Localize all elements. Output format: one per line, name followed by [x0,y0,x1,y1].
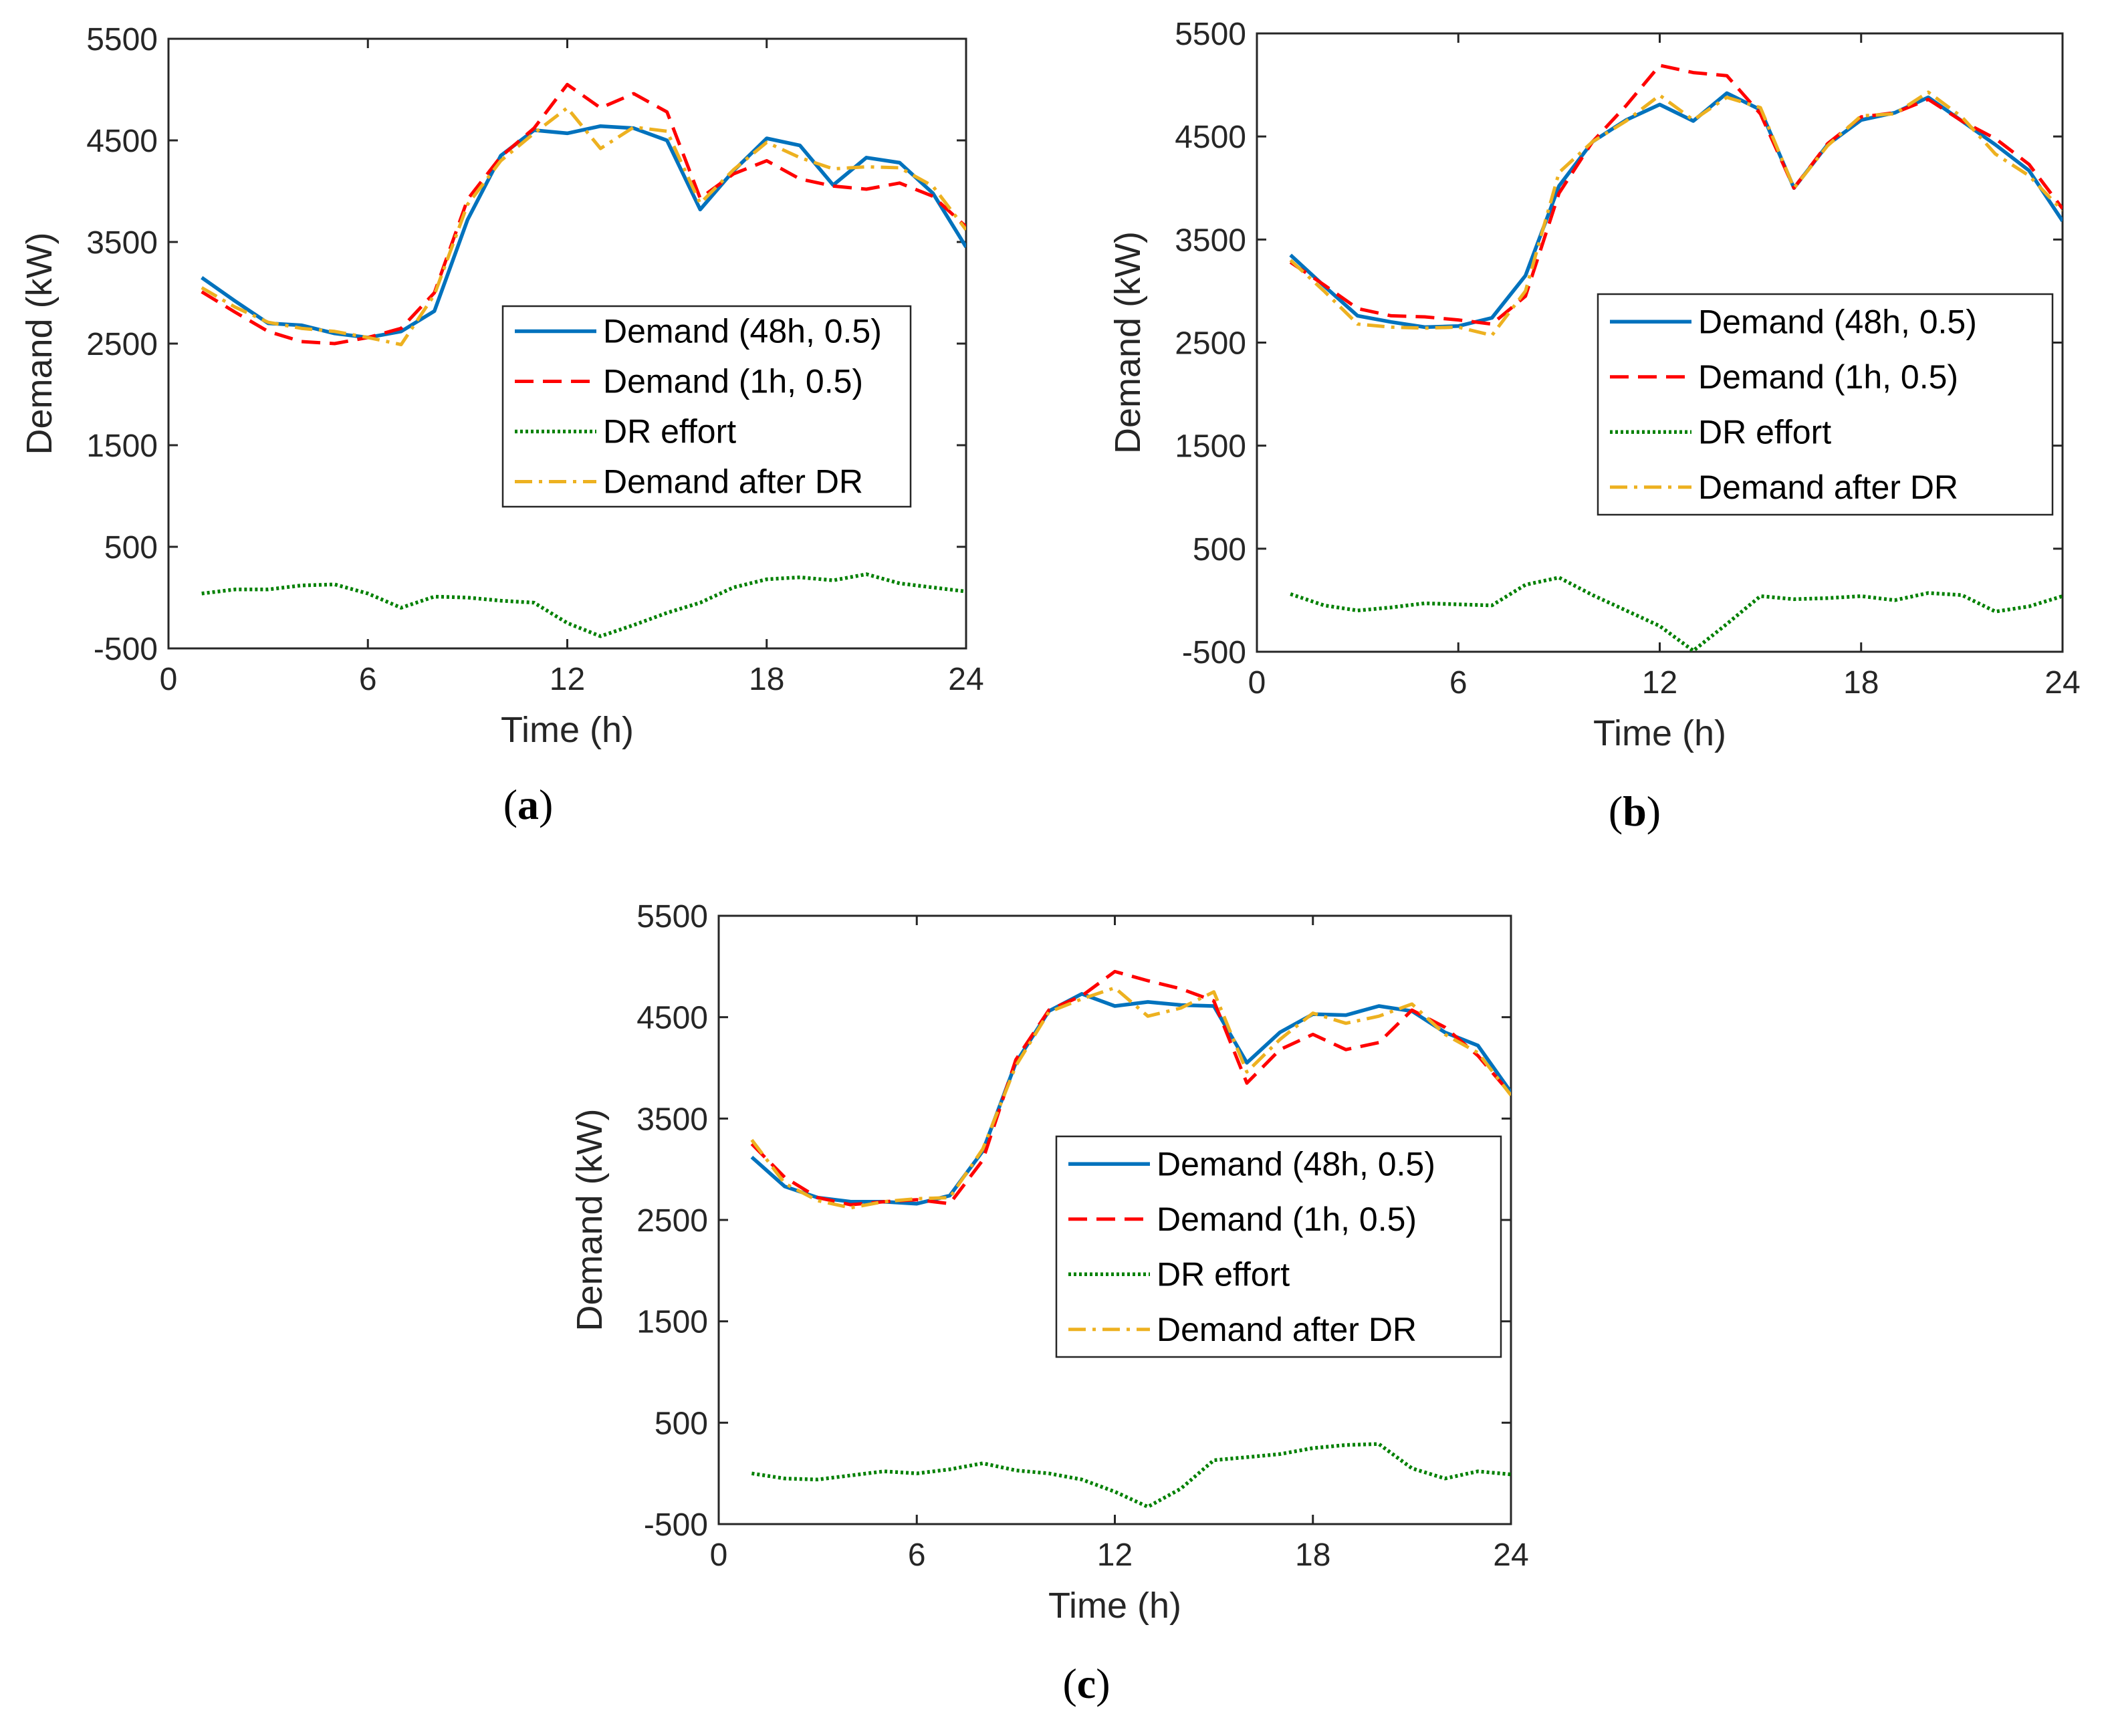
x-tick-label: 12 [1642,665,1677,701]
legend-label: Demand (1h, 0.5) [1157,1201,1417,1238]
x-tick-label: 12 [1097,1537,1133,1573]
legend-box [501,305,912,508]
x-tick-label: 18 [1843,665,1879,701]
chart-panel-a: 0 6 12 18 24 -500 500 1500 2500 3500 4500 5500 Time … [19,22,984,828]
y-axis-label: Demand (kW) [19,232,60,455]
panel-label: (c) [1062,1660,1110,1707]
legend: Demand (48h, 0.5) Demand (1h, 0.5) DR effo… [501,305,912,508]
series-line-demand-1h-0-5 [201,82,966,346]
series-line-demand-after-dr [750,986,1511,1210]
x-tick-label: 12 [550,662,585,697]
y-axis-label: Demand (kW) [1108,231,1148,454]
y-tick-label: 4500 [86,124,158,159]
legend: Demand (48h, 0.5) Demand (1h, 0.5) DR effo… [1597,293,2054,516]
y-tick-label: -500 [94,632,158,667]
chart-panel-c: 0 6 12 18 24 -500 500 1500 2500 3500 4500 5500 Time … [570,899,1529,1707]
legend-label: DR effort [1157,1255,1290,1293]
y-tick-label: 5500 [1175,17,1246,52]
x-tick-label: 0 [710,1537,728,1573]
x-tick-label: 6 [908,1537,926,1573]
y-tick-label: 3500 [1175,223,1246,258]
series-line-demand-after-dr [201,106,966,346]
legend-box [1055,1135,1502,1358]
legend-label: Demand (48h, 0.5) [1157,1145,1435,1183]
y-tick-label: -500 [1182,635,1246,670]
legend-box [1597,293,2054,516]
chart-panel-b: 0 6 12 18 24 -500 500 1500 2500 3500 4500 5500 Time … [1108,17,2081,835]
x-tick-label: 18 [749,662,784,697]
x-axis-label: Time (h) [1593,713,1726,753]
y-tick-label: 500 [1193,532,1246,568]
panel-label: (a) [503,781,554,828]
y-tick-label: 3500 [86,225,158,261]
x-tick-label: 18 [1295,1537,1330,1573]
x-tick-label: 6 [359,662,377,697]
x-tick-label: 24 [948,662,983,697]
panel-label: (b) [1609,787,1661,835]
y-tick-label: 2500 [1175,326,1246,362]
y-tick-label: 1500 [1175,429,1246,465]
y-tick-label: 2500 [636,1203,708,1239]
x-tick-label: 6 [1449,665,1468,701]
y-tick-label: 4500 [1175,120,1246,155]
legend-label: Demand after DR [1157,1311,1417,1348]
x-tick-label: 0 [1248,665,1266,701]
legend-label: Demand (1h, 0.5) [1698,358,1958,396]
legend-label: Demand after DR [1698,469,1958,506]
legend-label: Demand after DR [603,463,863,501]
series-line-dr-effort [751,1442,1511,1509]
y-tick-label: 1500 [86,428,158,464]
series-line-dr-effort [201,572,966,638]
series-line-demand-1h-0-5 [1289,64,2063,326]
y-axis-label: Demand (kW) [570,1108,610,1331]
legend-label: DR effort [603,413,736,451]
legend-label: Demand (1h, 0.5) [603,363,863,400]
x-axis-label: Time (h) [1048,1586,1181,1626]
y-tick-label: 5500 [636,899,708,935]
y-tick-label: 500 [655,1406,708,1441]
legend-label: Demand (48h, 0.5) [603,313,882,350]
x-tick-label: 24 [1493,1537,1528,1573]
y-tick-label: 1500 [636,1305,708,1340]
y-tick-label: 2500 [86,327,158,362]
y-tick-label: 500 [104,530,158,566]
x-axis-label: Time (h) [501,710,634,750]
y-tick-label: 4500 [636,1001,708,1036]
x-tick-label: 0 [160,662,178,697]
legend-label: DR effort [1698,413,1831,451]
legend-label: Demand (48h, 0.5) [1698,303,1977,340]
series-line-demand-after-dr [1289,90,2063,338]
y-tick-label: -500 [644,1507,708,1543]
series-line-dr-effort [1290,576,2063,652]
x-tick-label: 24 [2044,665,2080,701]
y-tick-label: 3500 [636,1102,708,1137]
y-tick-label: 5500 [86,22,158,57]
legend: Demand (48h, 0.5) Demand (1h, 0.5) DR effo… [1055,1135,1502,1358]
